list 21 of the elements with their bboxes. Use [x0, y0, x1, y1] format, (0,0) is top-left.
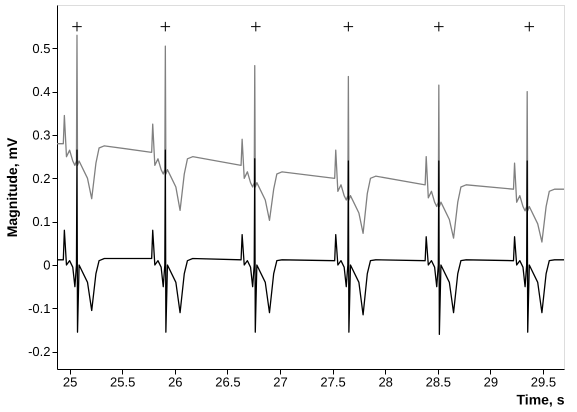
x-axis-title: Time, s — [516, 392, 565, 408]
y-axis-title: Magnitude, mV — [4, 137, 20, 238]
y-tick-label: 0.4 — [32, 84, 50, 100]
y-tick-label: 0 — [43, 258, 50, 272]
x-tick-label: 27.5 — [320, 374, 346, 390]
y-tick-label: 0.5 — [32, 40, 50, 56]
x-tick-label: 28 — [378, 374, 393, 390]
y-tick-label: 0.2 — [32, 170, 50, 186]
x-tick-label: 26.5 — [215, 374, 241, 390]
line-series — [56, 34, 565, 243]
x-tick-label: 25.5 — [110, 374, 136, 390]
y-tick-label: 0.3 — [32, 128, 50, 142]
x-tick-label: 29 — [484, 374, 498, 390]
x-tick-label: 27 — [273, 374, 288, 390]
y-tick-label: -0.1 — [28, 300, 50, 316]
y-tick-label: -0.2 — [28, 344, 50, 360]
x-tick-label: 29.5 — [530, 374, 556, 390]
x-tick-label: 26 — [168, 374, 183, 390]
x-tick-label: 25 — [62, 374, 78, 390]
y-tick-label: 0.1 — [32, 214, 50, 230]
x-tick-label: 28.5 — [426, 374, 451, 390]
